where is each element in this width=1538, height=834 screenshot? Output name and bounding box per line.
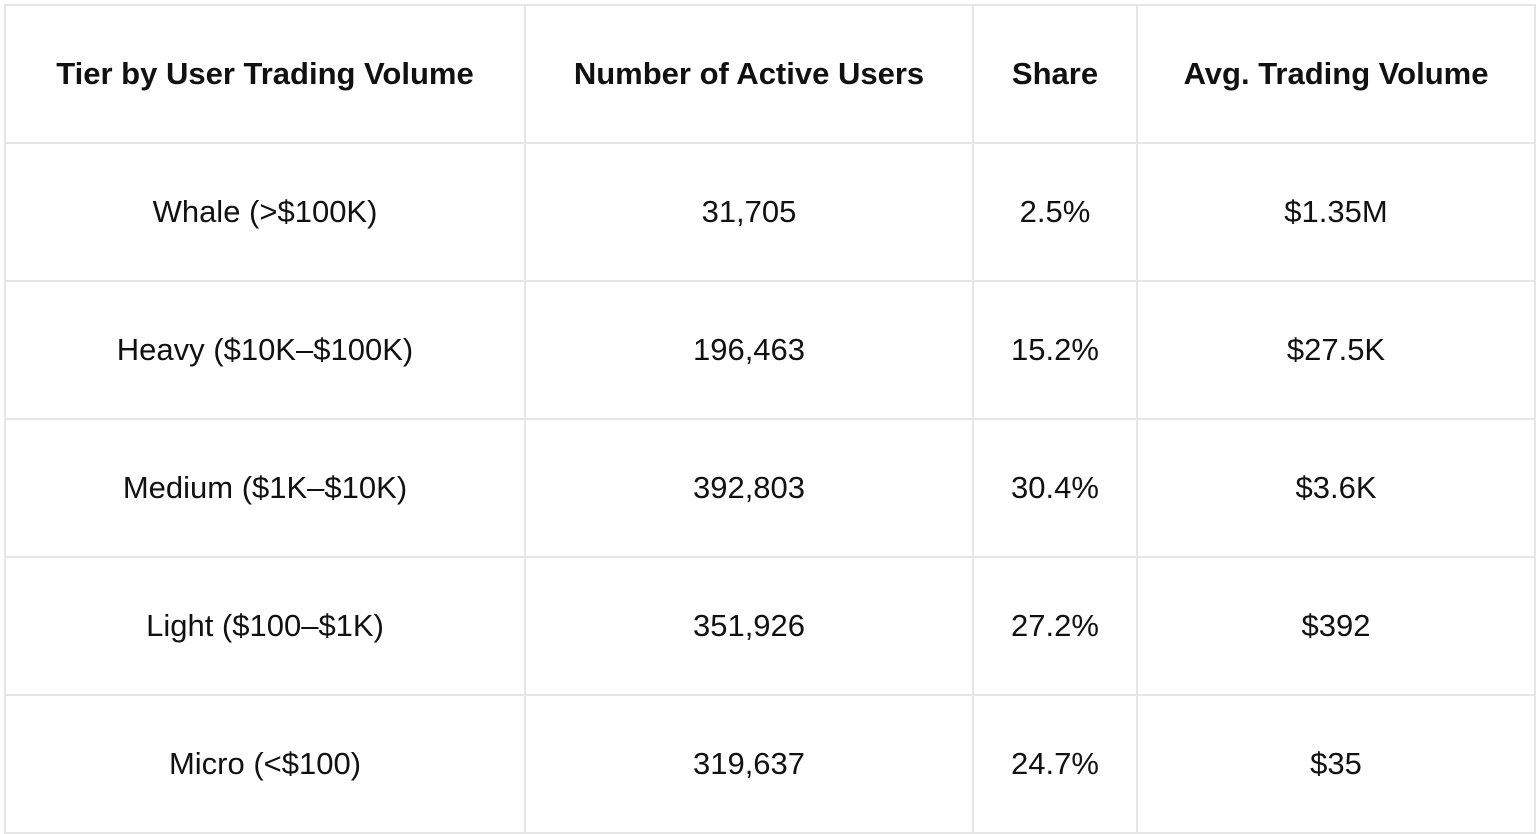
cell-avg-volume: $1.35M [1136,142,1536,282]
cell-share: 30.4% [972,418,1138,558]
table-row: Micro (<$100) 319,637 24.7% $35 [4,694,1536,834]
header-share: Share [972,4,1138,144]
cell-avg-volume: $392 [1136,556,1536,696]
cell-active-users: 351,926 [524,556,974,696]
cell-tier: Micro (<$100) [4,694,526,834]
table-row: Whale (>$100K) 31,705 2.5% $1.35M [4,142,1536,282]
cell-active-users: 196,463 [524,280,974,420]
table-row: Medium ($1K–$10K) 392,803 30.4% $3.6K [4,418,1536,558]
tier-table: Tier by User Trading Volume Number of Ac… [4,4,1536,834]
cell-share: 24.7% [972,694,1138,834]
cell-avg-volume: $27.5K [1136,280,1536,420]
cell-avg-volume: $35 [1136,694,1536,834]
header-active-users: Number of Active Users [524,4,974,144]
table-row: Heavy ($10K–$100K) 196,463 15.2% $27.5K [4,280,1536,420]
data-table-container: Tier by User Trading Volume Number of Ac… [4,4,1536,834]
cell-tier: Light ($100–$1K) [4,556,526,696]
cell-tier: Whale (>$100K) [4,142,526,282]
cell-active-users: 319,637 [524,694,974,834]
cell-share: 27.2% [972,556,1138,696]
header-tier: Tier by User Trading Volume [4,4,526,144]
table-header-row: Tier by User Trading Volume Number of Ac… [4,4,1536,144]
cell-tier: Heavy ($10K–$100K) [4,280,526,420]
cell-active-users: 31,705 [524,142,974,282]
cell-share: 2.5% [972,142,1138,282]
cell-active-users: 392,803 [524,418,974,558]
table-row: Light ($100–$1K) 351,926 27.2% $392 [4,556,1536,696]
cell-tier: Medium ($1K–$10K) [4,418,526,558]
cell-avg-volume: $3.6K [1136,418,1536,558]
cell-share: 15.2% [972,280,1138,420]
header-avg-volume: Avg. Trading Volume [1136,4,1536,144]
